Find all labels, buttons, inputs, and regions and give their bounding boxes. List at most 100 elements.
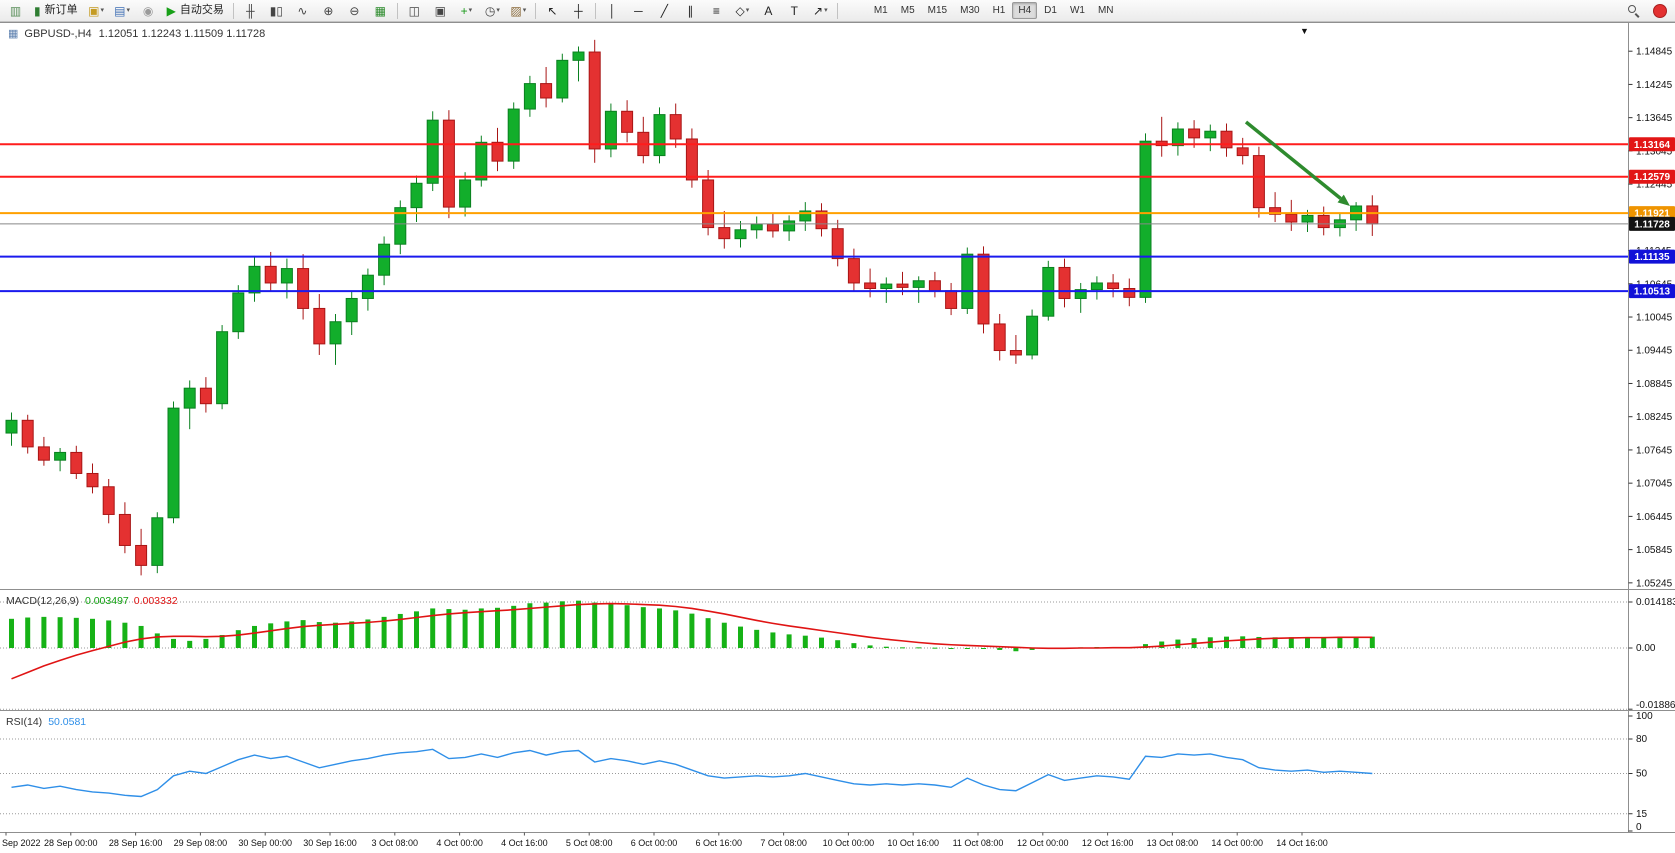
timeframe-MN[interactable]: MN [1097, 5, 1114, 16]
price-badge-1.11921: 1.11921 [1629, 206, 1675, 221]
crosshair-icon[interactable]: ┼ [566, 1, 591, 20]
cursor-icon-glyph: ↖ [547, 3, 558, 18]
notification-icon[interactable] [1647, 1, 1672, 20]
timeframe-D1[interactable]: D1 [1044, 5, 1057, 16]
template-icon-dropdown: ▾ [522, 7, 527, 14]
candle [70, 445, 83, 480]
svg-text:28 Sep 16:00: 28 Sep 16:00 [109, 838, 163, 848]
main-toolbar: ▥ ▮ 新订单 ▣ ▾ ▤ ▾ ◉ ▶ 自动交易 ╫ ▮▯ ∿ ⊕ ⊖ ▦ ◫ ▣ + ▾ ◷ ▾ ▨ ▾ ↖ ┼ │ ─ ╱ ∥ ≡ ◇ ▾ A… [0, 0, 1675, 22]
line-chart-icon[interactable]: ∿ [290, 1, 315, 20]
candle [685, 128, 698, 188]
timeframe-H1[interactable]: H1 [992, 5, 1006, 16]
autotrade-button[interactable]: ▶ 自动交易 [162, 1, 229, 20]
indicator-windows-icon-glyph: ▦ [374, 3, 387, 18]
horizontal-line-icon-glyph: ─ [634, 3, 643, 18]
svg-text:50: 50 [1636, 769, 1648, 780]
toolbar-separator [396, 2, 398, 19]
candle [993, 313, 1006, 361]
candle [410, 175, 423, 223]
candle [199, 377, 212, 413]
alerts-icon[interactable]: ◉ [136, 1, 161, 20]
svg-text:7 Oct 08:00: 7 Oct 08:00 [760, 838, 807, 848]
svg-text:0.014183: 0.014183 [1636, 597, 1675, 608]
tile-windows-icon-glyph: ◫ [408, 3, 421, 18]
svg-text:1.05845: 1.05845 [1636, 545, 1673, 556]
zoom-in-icon[interactable]: ⊕ [316, 1, 341, 20]
candle [815, 203, 828, 237]
svg-text:1.09445: 1.09445 [1636, 346, 1673, 357]
svg-text:4 Oct 16:00: 4 Oct 16:00 [501, 838, 548, 848]
price-badge-1.13164: 1.13164 [1629, 137, 1675, 152]
shapes-icon-dropdown: ▾ [745, 7, 750, 14]
price-badge-1.10513: 1.10513 [1629, 284, 1675, 299]
timeframe-W1[interactable]: W1 [1069, 5, 1085, 16]
candle [977, 246, 990, 334]
timeframe-H4[interactable]: H4 [1012, 2, 1038, 19]
svg-text:1.11728: 1.11728 [1634, 219, 1670, 230]
time-axis: Sep 2022 28 Sep 00:00 28 Sep 16:00 29 Sep 0… [2, 832, 1328, 848]
candlestick-chart-icon-glyph: ▮▯ [269, 3, 283, 18]
svg-text:6 Oct 16:00: 6 Oct 16:00 [696, 838, 743, 848]
candle [799, 202, 812, 231]
arrows-icon[interactable]: ↗ ▾ [808, 1, 833, 20]
candle [86, 463, 99, 494]
candle [831, 219, 844, 267]
period-icon-dropdown: ▾ [496, 7, 500, 14]
new-chart-icon-glyph: ▣ [88, 3, 100, 18]
candle [847, 248, 860, 291]
text-icon[interactable]: A [756, 1, 781, 20]
svg-text:6 Oct 00:00: 6 Oct 00:00 [631, 838, 678, 848]
chart-mini-icon[interactable]: ▥ [3, 1, 28, 20]
timeframe-M1[interactable]: M1 [873, 5, 888, 16]
add-indicator-icon[interactable]: + ▾ [454, 1, 479, 20]
candle [1285, 199, 1298, 231]
cascade-windows-icon[interactable]: ▣ [428, 1, 453, 20]
price-badge-1.12579: 1.12579 [1629, 169, 1675, 184]
candle [361, 268, 374, 311]
label-icon-glyph: T [790, 3, 799, 18]
timeframe-M5[interactable]: M5 [900, 5, 915, 16]
zoom-out-icon[interactable]: ⊖ [342, 1, 367, 20]
price-badge-1.11728: 1.11728 [1629, 216, 1675, 231]
toolbar-separator [836, 2, 838, 19]
timeframe-M30[interactable]: M30 [960, 5, 980, 16]
search-icon[interactable] [1621, 1, 1646, 20]
crosshair-icon-glyph: ┼ [574, 3, 583, 18]
text-icon-glyph: A [764, 3, 773, 18]
chart-ohlc-values: 1.12051 1.12243 1.11509 1.11728 [99, 28, 266, 40]
new-chart-icon[interactable]: ▣ ▾ [84, 1, 109, 20]
period-icon[interactable]: ◷ ▾ [480, 1, 505, 20]
new-order-button[interactable]: ▮ 新订单 [29, 1, 83, 20]
fibonacci-icon[interactable]: ≡ [704, 1, 729, 20]
svg-text:0.00: 0.00 [1636, 643, 1656, 654]
macd-indicator-label: MACD(12,26,9) 0.003497 0.003332 [6, 595, 178, 607]
svg-text:0: 0 [1636, 822, 1642, 833]
channel-icon[interactable]: ∥ [678, 1, 703, 20]
candle [1220, 123, 1233, 157]
candle [1188, 120, 1201, 148]
candle [507, 102, 520, 169]
macd-signal-value: 0.003332 [134, 595, 178, 607]
template-icon[interactable]: ▨ ▾ [506, 1, 531, 20]
candle [1009, 335, 1022, 364]
candle [1107, 274, 1120, 298]
chart-shift-marker: ▼ [1300, 26, 1309, 36]
label-icon[interactable]: T [782, 1, 807, 20]
fibonacci-icon-glyph: ≡ [712, 3, 720, 18]
shapes-icon[interactable]: ◇ ▾ [730, 1, 755, 20]
alerts-icon-glyph: ◉ [142, 3, 154, 18]
timeframe-M15[interactable]: M15 [927, 5, 948, 16]
indicator-windows-icon[interactable]: ▦ [368, 1, 393, 20]
horizontal-line-icon[interactable]: ─ [626, 1, 651, 20]
cursor-icon[interactable]: ↖ [540, 1, 565, 20]
trend-arrow[interactable] [1244, 120, 1350, 206]
ohlc-bars-icon[interactable]: ╫ [238, 1, 263, 20]
tile-windows-icon[interactable]: ◫ [402, 1, 427, 20]
vertical-line-icon[interactable]: │ [600, 1, 625, 20]
svg-text:14 Oct 16:00: 14 Oct 16:00 [1276, 838, 1328, 848]
svg-text:30 Sep 16:00: 30 Sep 16:00 [303, 838, 357, 848]
candlestick-chart-icon[interactable]: ▮▯ [264, 1, 289, 20]
profiles-icon[interactable]: ▤ ▾ [110, 1, 135, 20]
trendline-icon[interactable]: ╱ [652, 1, 677, 20]
